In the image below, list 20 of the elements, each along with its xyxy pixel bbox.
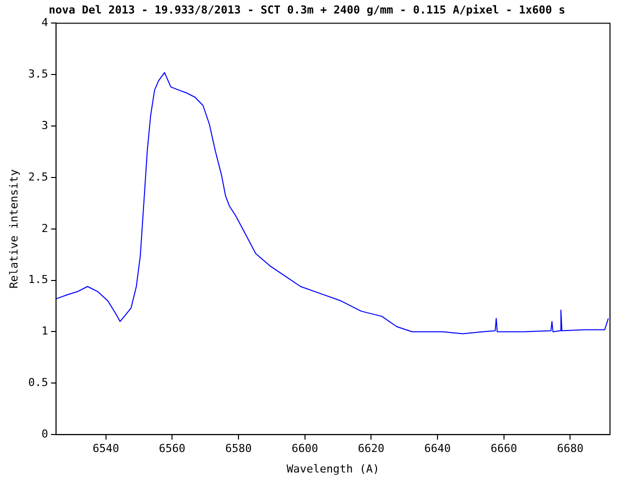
y-tick-label: 0 <box>41 427 48 440</box>
y-tick-label: 2.5 <box>28 170 48 184</box>
x-tick-label: 6560 <box>158 442 186 456</box>
y-axis-title: Relative intensity <box>7 168 20 289</box>
x-tick-label: 6680 <box>556 442 584 456</box>
y-tick-label: 2 <box>41 222 48 235</box>
y-tick-label: 1 <box>41 324 48 338</box>
x-tick-label: 6540 <box>92 442 120 456</box>
x-tick-label: 6640 <box>424 442 451 456</box>
x-tick-label: 6580 <box>225 442 252 456</box>
x-tick-label: 6600 <box>292 442 318 456</box>
x-tick-label: 6660 <box>490 442 518 456</box>
x-tick-label: 6620 <box>358 442 384 456</box>
y-tick-label: 3 <box>41 118 48 132</box>
y-tick-label: 0.5 <box>28 376 48 390</box>
x-axis-title: Wavelength (A) <box>286 462 380 476</box>
y-tick-label: 4 <box>41 16 48 30</box>
chart-title: nova Del 2013 - 19.933/8/2013 - SCT 0.3m + 2400 g/mm - 0.115 A/pixel - 1x600 s <box>48 3 566 16</box>
y-tick-label: 3.5 <box>28 67 48 80</box>
y-tick-label: 1.5 <box>28 273 48 286</box>
